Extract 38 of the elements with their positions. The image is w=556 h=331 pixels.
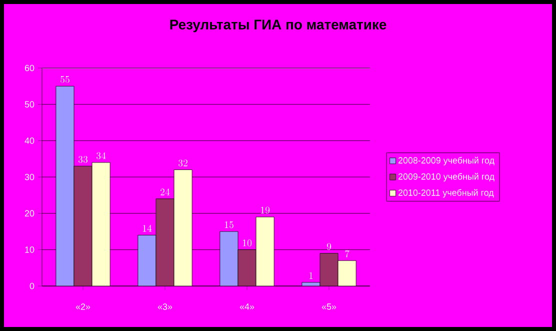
data-label: 33 [78,156,88,163]
legend-label: 2008-2009 учебный год [398,156,494,166]
data-label: 24 [160,188,170,196]
data-label: 15 [224,221,234,228]
data-label: 55 [60,76,70,83]
data-label: 34 [96,152,106,160]
bar [256,216,274,286]
y-tick-label: 40 [24,137,34,144]
data-label: 7 [345,250,350,258]
bar [92,162,110,286]
bar [338,260,356,286]
x-tick-label: «2» [76,304,90,310]
data-label: 10 [242,240,252,246]
bar [320,253,338,286]
bar [56,86,74,286]
bar [138,234,156,286]
bar [74,166,92,286]
chart-title: Результаты ГИА по математике [170,20,386,32]
data-label: 14 [142,224,152,232]
y-tick-label: 10 [25,246,34,253]
data-label: 19 [260,206,270,214]
data-label: 1 [309,272,313,279]
data-label: 32 [178,160,188,166]
x-tick-label: «5» [322,304,336,310]
bar [238,249,256,286]
legend-label: 2009-2010 учебный год [398,172,494,182]
y-tick-label: 30 [24,174,34,180]
y-tick-label: 0 [30,282,34,290]
data-label: 9 [326,243,332,250]
y-tick-label: 20 [24,210,34,217]
x-tick-label: «4» [240,304,254,310]
legend-label: 2010-2011 учебный год [398,189,494,198]
y-tick-label: 50 [24,101,34,108]
x-tick-label: «3» [158,304,172,310]
bar [220,231,238,286]
bar [156,198,174,286]
y-tick-label: 60 [24,64,34,72]
bar [174,170,192,286]
